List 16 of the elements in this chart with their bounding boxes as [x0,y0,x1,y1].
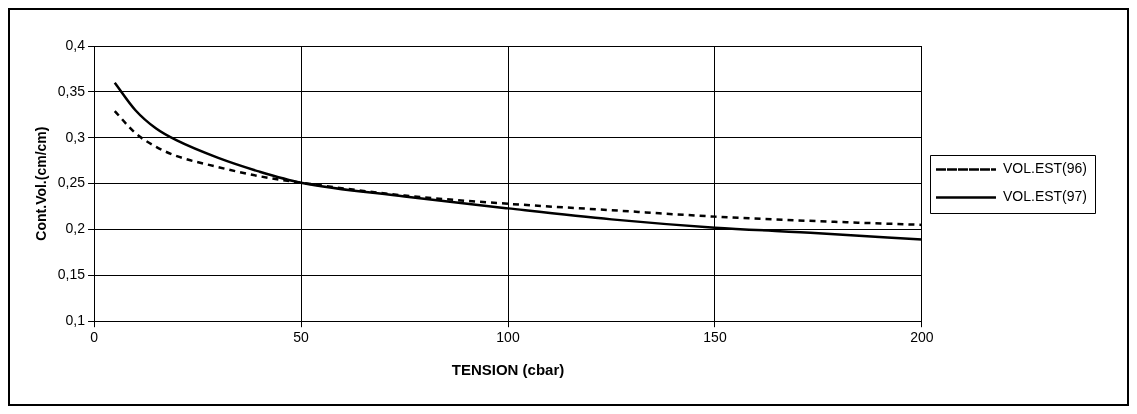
legend-label: VOL.EST(97) [1002,188,1087,205]
x-tick-label: 150 [703,329,727,346]
y-tick-label: 0,1 [65,312,86,329]
y-axis-title: Cont.Vol.(cm/cm) [33,126,50,241]
y-tick-label: 0,35 [57,82,86,99]
y-tick-label: 0,2 [65,220,86,237]
y-tick-label: 0,3 [65,128,86,145]
legend-label: VOL.EST(96) [1002,160,1087,177]
x-tick-label: 0 [90,329,99,346]
x-tick-label: 100 [496,329,520,346]
y-tick-label: 0,25 [57,174,86,191]
x-tick-label: 50 [293,329,310,346]
y-tick-label: 0,4 [65,36,86,53]
y-tick-label: 0,15 [57,266,86,283]
x-tick-label: 200 [910,329,934,346]
x-axis-title: TENSION (cbar) [451,361,565,379]
